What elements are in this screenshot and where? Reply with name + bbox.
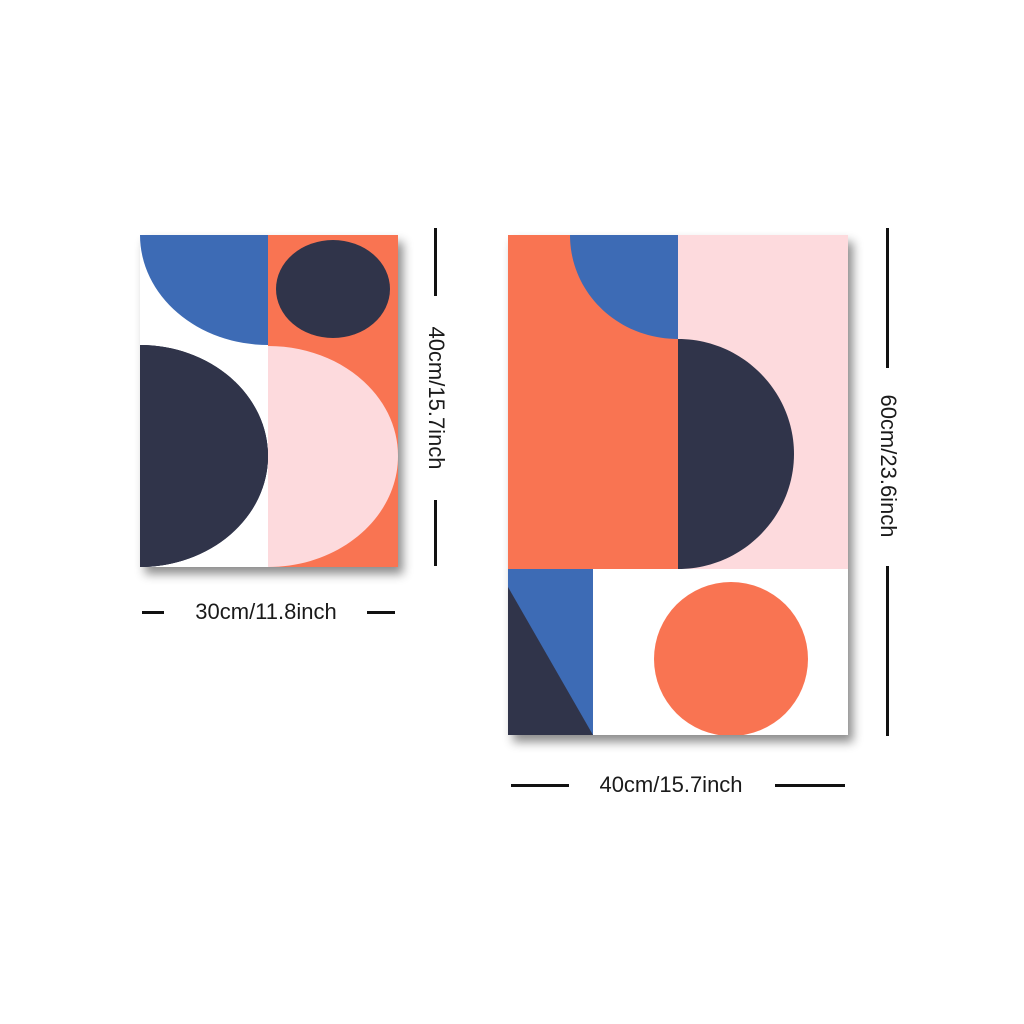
large-print-navy-half-disc <box>678 339 794 569</box>
large-width-label: 40cm/15.7inch <box>599 772 743 797</box>
small-print-blue-half-circle <box>140 235 268 345</box>
large-height-line-top <box>886 228 889 368</box>
small-print-pink-half-disc <box>268 346 398 567</box>
small-height-line-top <box>434 228 437 296</box>
large-width-line-left <box>511 784 569 787</box>
large-height-line-bottom <box>886 566 889 736</box>
small-print-navy-shape <box>140 345 268 567</box>
small-geometric-print <box>140 235 398 567</box>
small-width-line-right <box>367 611 395 614</box>
large-geometric-print <box>508 235 848 735</box>
small-print-navy-circle <box>276 240 390 338</box>
large-print-coral-circle <box>654 582 808 735</box>
large-print-blue-quarter-shape <box>570 235 678 339</box>
small-width-line-left <box>142 611 164 614</box>
large-width-line-right <box>775 784 845 787</box>
small-height-line-bottom <box>434 500 437 566</box>
large-height-label: 60cm/23.6inch <box>876 394 901 538</box>
small-height-label: 40cm/15.7inch <box>424 326 449 470</box>
small-width-label: 30cm/11.8inch <box>195 599 337 624</box>
large-print-navy-triangle <box>508 587 593 735</box>
